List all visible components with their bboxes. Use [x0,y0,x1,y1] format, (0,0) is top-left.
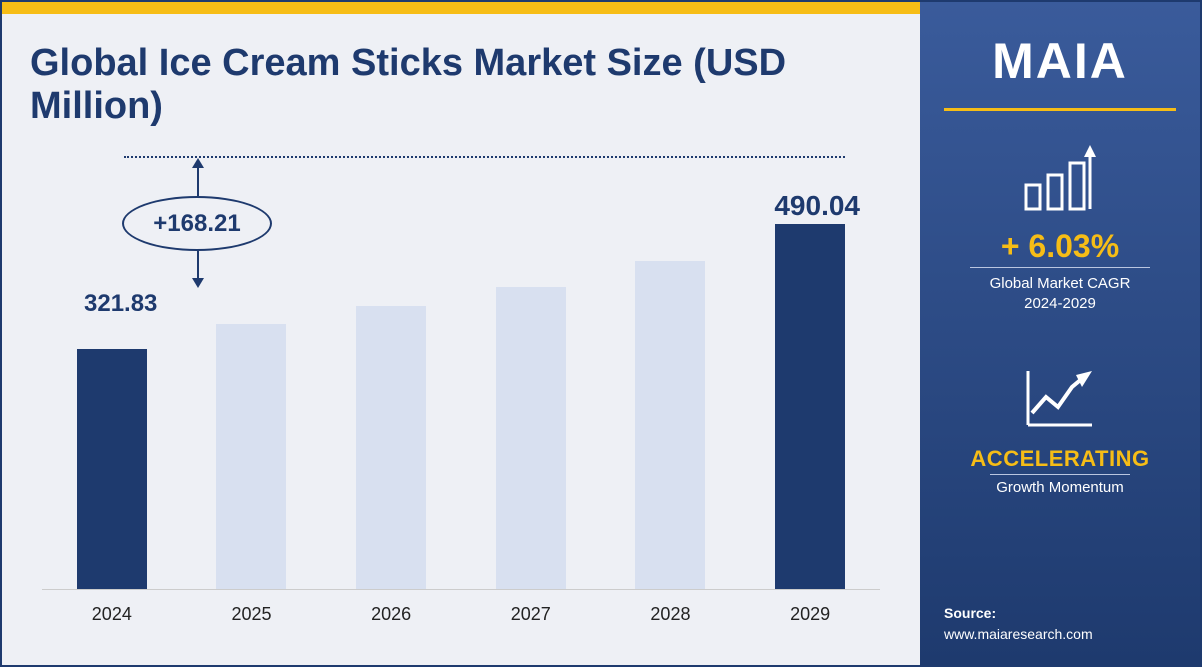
x-axis-labels: 2024 2025 2026 2027 2028 2029 [42,604,880,625]
x-axis-label: 2026 [356,604,426,625]
dotted-connector [124,156,845,158]
source-label: Source: [944,603,1176,624]
bar [77,349,147,589]
x-axis-label: 2025 [216,604,286,625]
cagr-underline-top [970,267,1150,268]
bar [496,287,566,589]
chart-panel: Global Ice Cream Sticks Market Size (USD… [2,2,920,665]
infographic-frame: Global Ice Cream Sticks Market Size (USD… [0,0,1202,667]
cagr-label: Global Market CAGR 2024-2029 [990,274,1131,315]
x-axis-label: 2027 [496,604,566,625]
bar [356,306,426,589]
brand-underline [944,108,1176,111]
bar [635,261,705,589]
growth-sub: Growth Momentum [996,479,1124,496]
bars-row [42,180,880,590]
x-axis-label: 2028 [635,604,705,625]
brand-logo: MAIA [992,32,1128,90]
chart-inner: +168.21 321.83 490.04 202420252026202720… [42,138,880,635]
source-url: www.maiaresearch.com [944,624,1176,645]
growth-underline [990,474,1130,475]
bar [775,224,845,589]
chart-title: Global Ice Cream Sticks Market Size (USD… [2,14,920,138]
growth-headline: ACCELERATING [970,446,1149,472]
cagr-label-line1: Global Market CAGR [990,275,1131,292]
x-axis-label: 2029 [775,604,845,625]
cagr-label-line2: 2024-2029 [1024,295,1096,312]
accent-bar [2,2,920,14]
bars-growth-icon [1020,145,1100,220]
growth-line-icon [1020,363,1100,438]
summary-panel: MAIA + 6.03% Global Market CAGR 2024-202… [920,2,1200,665]
chart-area: +168.21 321.83 490.04 202420252026202720… [2,138,920,665]
bar [216,324,286,589]
cagr-value: + 6.03% [1001,228,1119,265]
source-block: Source: www.maiaresearch.com [944,603,1176,645]
x-axis-label: 2024 [77,604,147,625]
arrow-up-icon [192,158,204,168]
